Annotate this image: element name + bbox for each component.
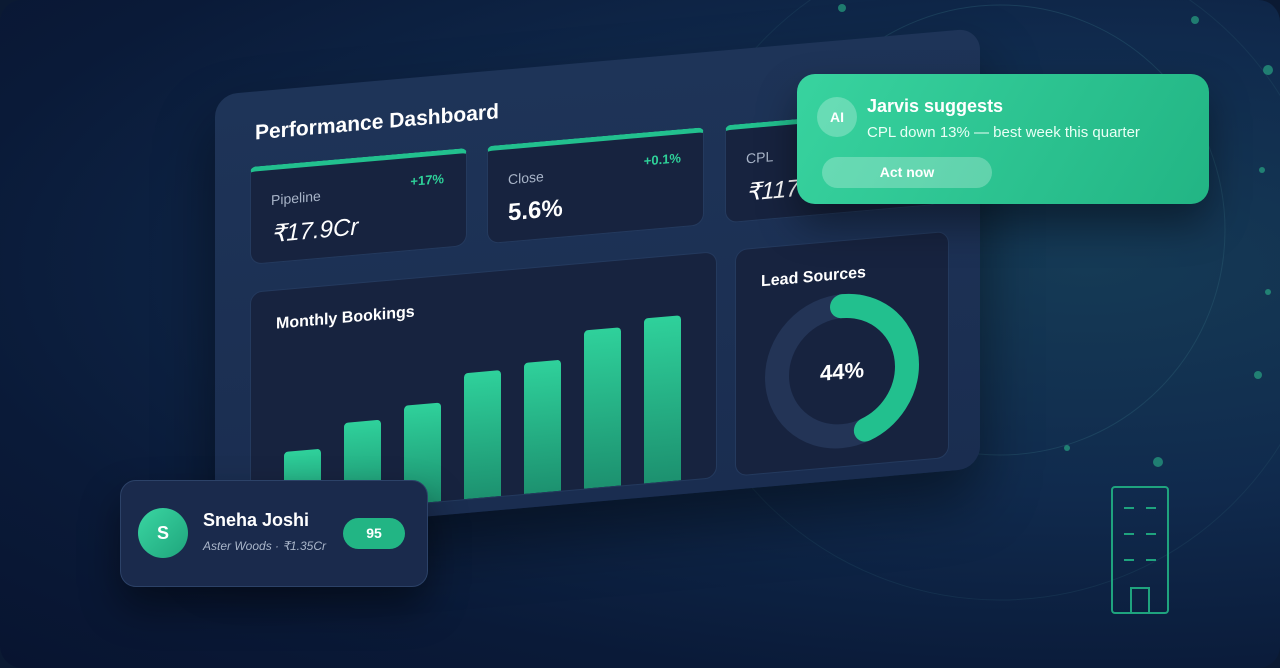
- lead-score: 95: [343, 518, 405, 549]
- kpi-value: ₹17.9Cr: [271, 213, 359, 249]
- bar: [644, 315, 681, 489]
- kpi-label: CPL: [746, 148, 774, 167]
- act-now-button[interactable]: Act now: [822, 157, 992, 188]
- avatar: S: [138, 508, 188, 558]
- donut-arc: [765, 293, 919, 449]
- bar: [524, 360, 561, 499]
- bar: [464, 370, 501, 504]
- kpi-card: Pipeline ₹17.9Cr +17%: [250, 147, 467, 265]
- donut-chart: 44%: [765, 293, 919, 449]
- lead-sources-card: Lead Sources 44%: [735, 230, 949, 477]
- suggestion-title: Jarvis suggests: [867, 96, 1004, 116]
- lead-name: Sneha Joshi: [203, 510, 310, 530]
- kpi-card: Close 5.6% +0.1%: [487, 127, 704, 245]
- kpi-change: +0.1%: [643, 150, 681, 169]
- ai-badge: AI: [817, 97, 857, 137]
- building-icon: [1111, 486, 1169, 614]
- kpi-label: Close: [508, 168, 544, 188]
- suggestion-card: AI Jarvis suggests CPL down 13% — best w…: [797, 74, 1209, 204]
- kpi-change: +17%: [410, 170, 444, 189]
- kpi-value: ₹117: [746, 174, 800, 207]
- bar: [584, 327, 621, 494]
- bookings-card: Monthly Bookings: [250, 251, 717, 519]
- dots: [838, 4, 1273, 467]
- suggestion-message: CPL down 13% — best week this quarter: [867, 124, 1140, 141]
- lead-card: S Sneha Joshi Aster Woods · ₹1.35Cr 95: [120, 480, 428, 587]
- lead-detail: Aster Woods · ₹1.35Cr: [203, 539, 327, 553]
- kpi-label: Pipeline: [271, 187, 321, 209]
- kpi-value: 5.6%: [508, 194, 563, 227]
- donut-label: 44%: [820, 357, 864, 386]
- bar-chart: [284, 315, 681, 518]
- dashboard-title: Performance Dashboard: [255, 100, 499, 145]
